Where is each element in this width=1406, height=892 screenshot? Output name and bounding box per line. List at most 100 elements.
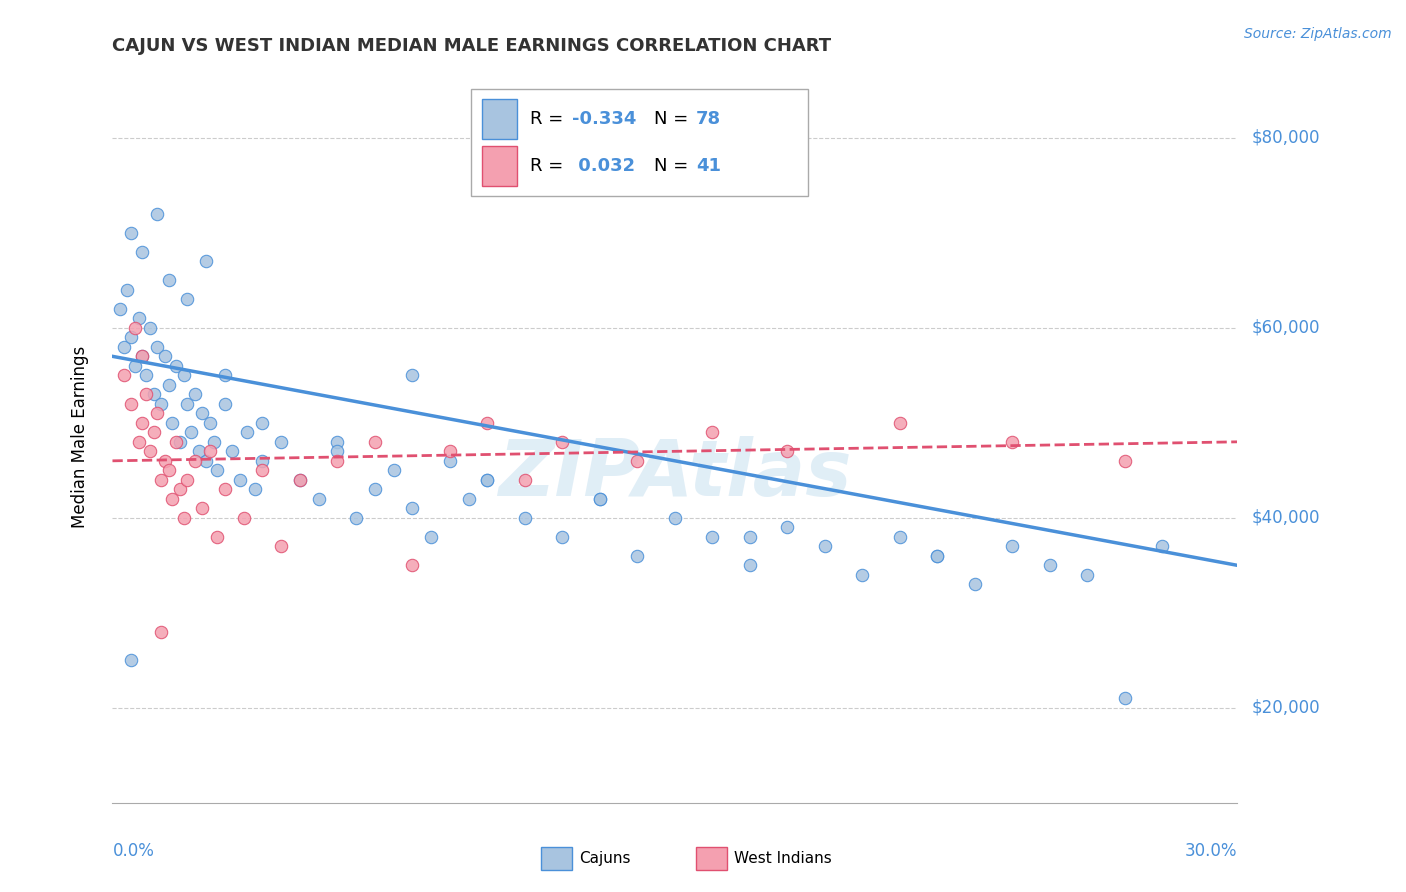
Text: $20,000: $20,000 xyxy=(1251,698,1320,717)
Point xyxy=(173,511,195,525)
Text: $40,000: $40,000 xyxy=(1251,508,1320,527)
Point xyxy=(927,549,949,563)
Point xyxy=(1114,691,1136,706)
Text: R =: R = xyxy=(530,157,569,175)
Text: 78: 78 xyxy=(696,111,721,128)
Point xyxy=(288,473,311,487)
Point xyxy=(252,454,274,468)
Point xyxy=(162,491,184,506)
Point xyxy=(131,349,153,363)
Point xyxy=(169,434,191,449)
Text: R =: R = xyxy=(530,111,569,128)
Point xyxy=(1001,539,1024,553)
Point xyxy=(139,444,162,458)
Point xyxy=(112,368,135,383)
Point xyxy=(589,491,612,506)
Point xyxy=(207,530,229,544)
Point xyxy=(191,501,214,516)
Point xyxy=(288,473,311,487)
Point xyxy=(229,473,252,487)
Point xyxy=(214,483,236,497)
Point xyxy=(146,406,169,420)
Point xyxy=(664,511,686,525)
Point xyxy=(326,434,349,449)
Point xyxy=(146,207,169,221)
Text: ZIPAtlas: ZIPAtlas xyxy=(498,435,852,512)
Point xyxy=(139,321,162,335)
Point xyxy=(162,416,184,430)
Point xyxy=(198,444,221,458)
Point xyxy=(326,454,349,468)
Point xyxy=(169,483,191,497)
Point xyxy=(191,406,214,420)
Text: West Indians: West Indians xyxy=(734,851,832,866)
Point xyxy=(252,463,274,477)
Point xyxy=(513,511,536,525)
Point xyxy=(401,558,423,573)
Point xyxy=(173,368,195,383)
Point xyxy=(776,520,799,534)
Point xyxy=(702,425,724,440)
Point xyxy=(157,463,180,477)
Point xyxy=(128,434,150,449)
Point xyxy=(131,244,153,259)
Point xyxy=(776,444,799,458)
Point xyxy=(120,226,142,240)
Point xyxy=(180,425,202,440)
Point xyxy=(364,483,387,497)
Point xyxy=(626,549,648,563)
Point xyxy=(326,444,349,458)
Point xyxy=(589,491,612,506)
Point xyxy=(108,301,131,316)
Point xyxy=(851,567,873,582)
Point xyxy=(153,454,176,468)
Point xyxy=(927,549,949,563)
Y-axis label: Median Male Earnings: Median Male Earnings xyxy=(70,346,89,528)
Point xyxy=(889,416,911,430)
Point xyxy=(963,577,986,591)
Text: Source: ZipAtlas.com: Source: ZipAtlas.com xyxy=(1244,27,1392,41)
Point xyxy=(457,491,479,506)
Point xyxy=(1114,454,1136,468)
Point xyxy=(124,321,146,335)
Point xyxy=(232,511,254,525)
Point xyxy=(195,254,218,268)
Point xyxy=(187,444,209,458)
Point xyxy=(153,349,176,363)
Point xyxy=(176,473,198,487)
Point xyxy=(146,340,169,354)
Point xyxy=(702,530,724,544)
Text: Cajuns: Cajuns xyxy=(579,851,631,866)
Point xyxy=(364,434,387,449)
Point xyxy=(128,311,150,326)
Point xyxy=(551,434,574,449)
Point xyxy=(439,454,461,468)
Text: 0.032: 0.032 xyxy=(572,157,636,175)
Point xyxy=(124,359,146,373)
Point xyxy=(814,539,837,553)
Point xyxy=(1076,567,1098,582)
Point xyxy=(150,473,173,487)
Point xyxy=(214,368,236,383)
Point xyxy=(120,330,142,344)
Point xyxy=(131,416,153,430)
Point xyxy=(165,359,187,373)
Point xyxy=(551,530,574,544)
Point xyxy=(236,425,259,440)
Point xyxy=(477,473,499,487)
Point xyxy=(401,501,423,516)
Point xyxy=(243,483,266,497)
Point xyxy=(195,454,218,468)
Text: -0.334: -0.334 xyxy=(572,111,637,128)
Point xyxy=(135,387,157,401)
Point xyxy=(270,539,292,553)
Point xyxy=(738,530,761,544)
Point xyxy=(207,463,229,477)
Text: 30.0%: 30.0% xyxy=(1185,842,1237,860)
Point xyxy=(270,434,292,449)
Text: N =: N = xyxy=(654,157,693,175)
Text: $60,000: $60,000 xyxy=(1251,318,1320,337)
Point xyxy=(198,416,221,430)
Point xyxy=(184,454,207,468)
Point xyxy=(221,444,243,458)
